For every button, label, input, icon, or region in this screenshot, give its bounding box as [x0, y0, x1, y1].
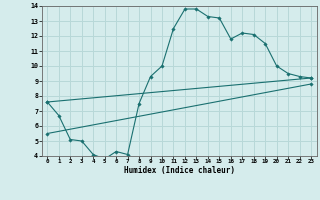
- X-axis label: Humidex (Indice chaleur): Humidex (Indice chaleur): [124, 166, 235, 175]
